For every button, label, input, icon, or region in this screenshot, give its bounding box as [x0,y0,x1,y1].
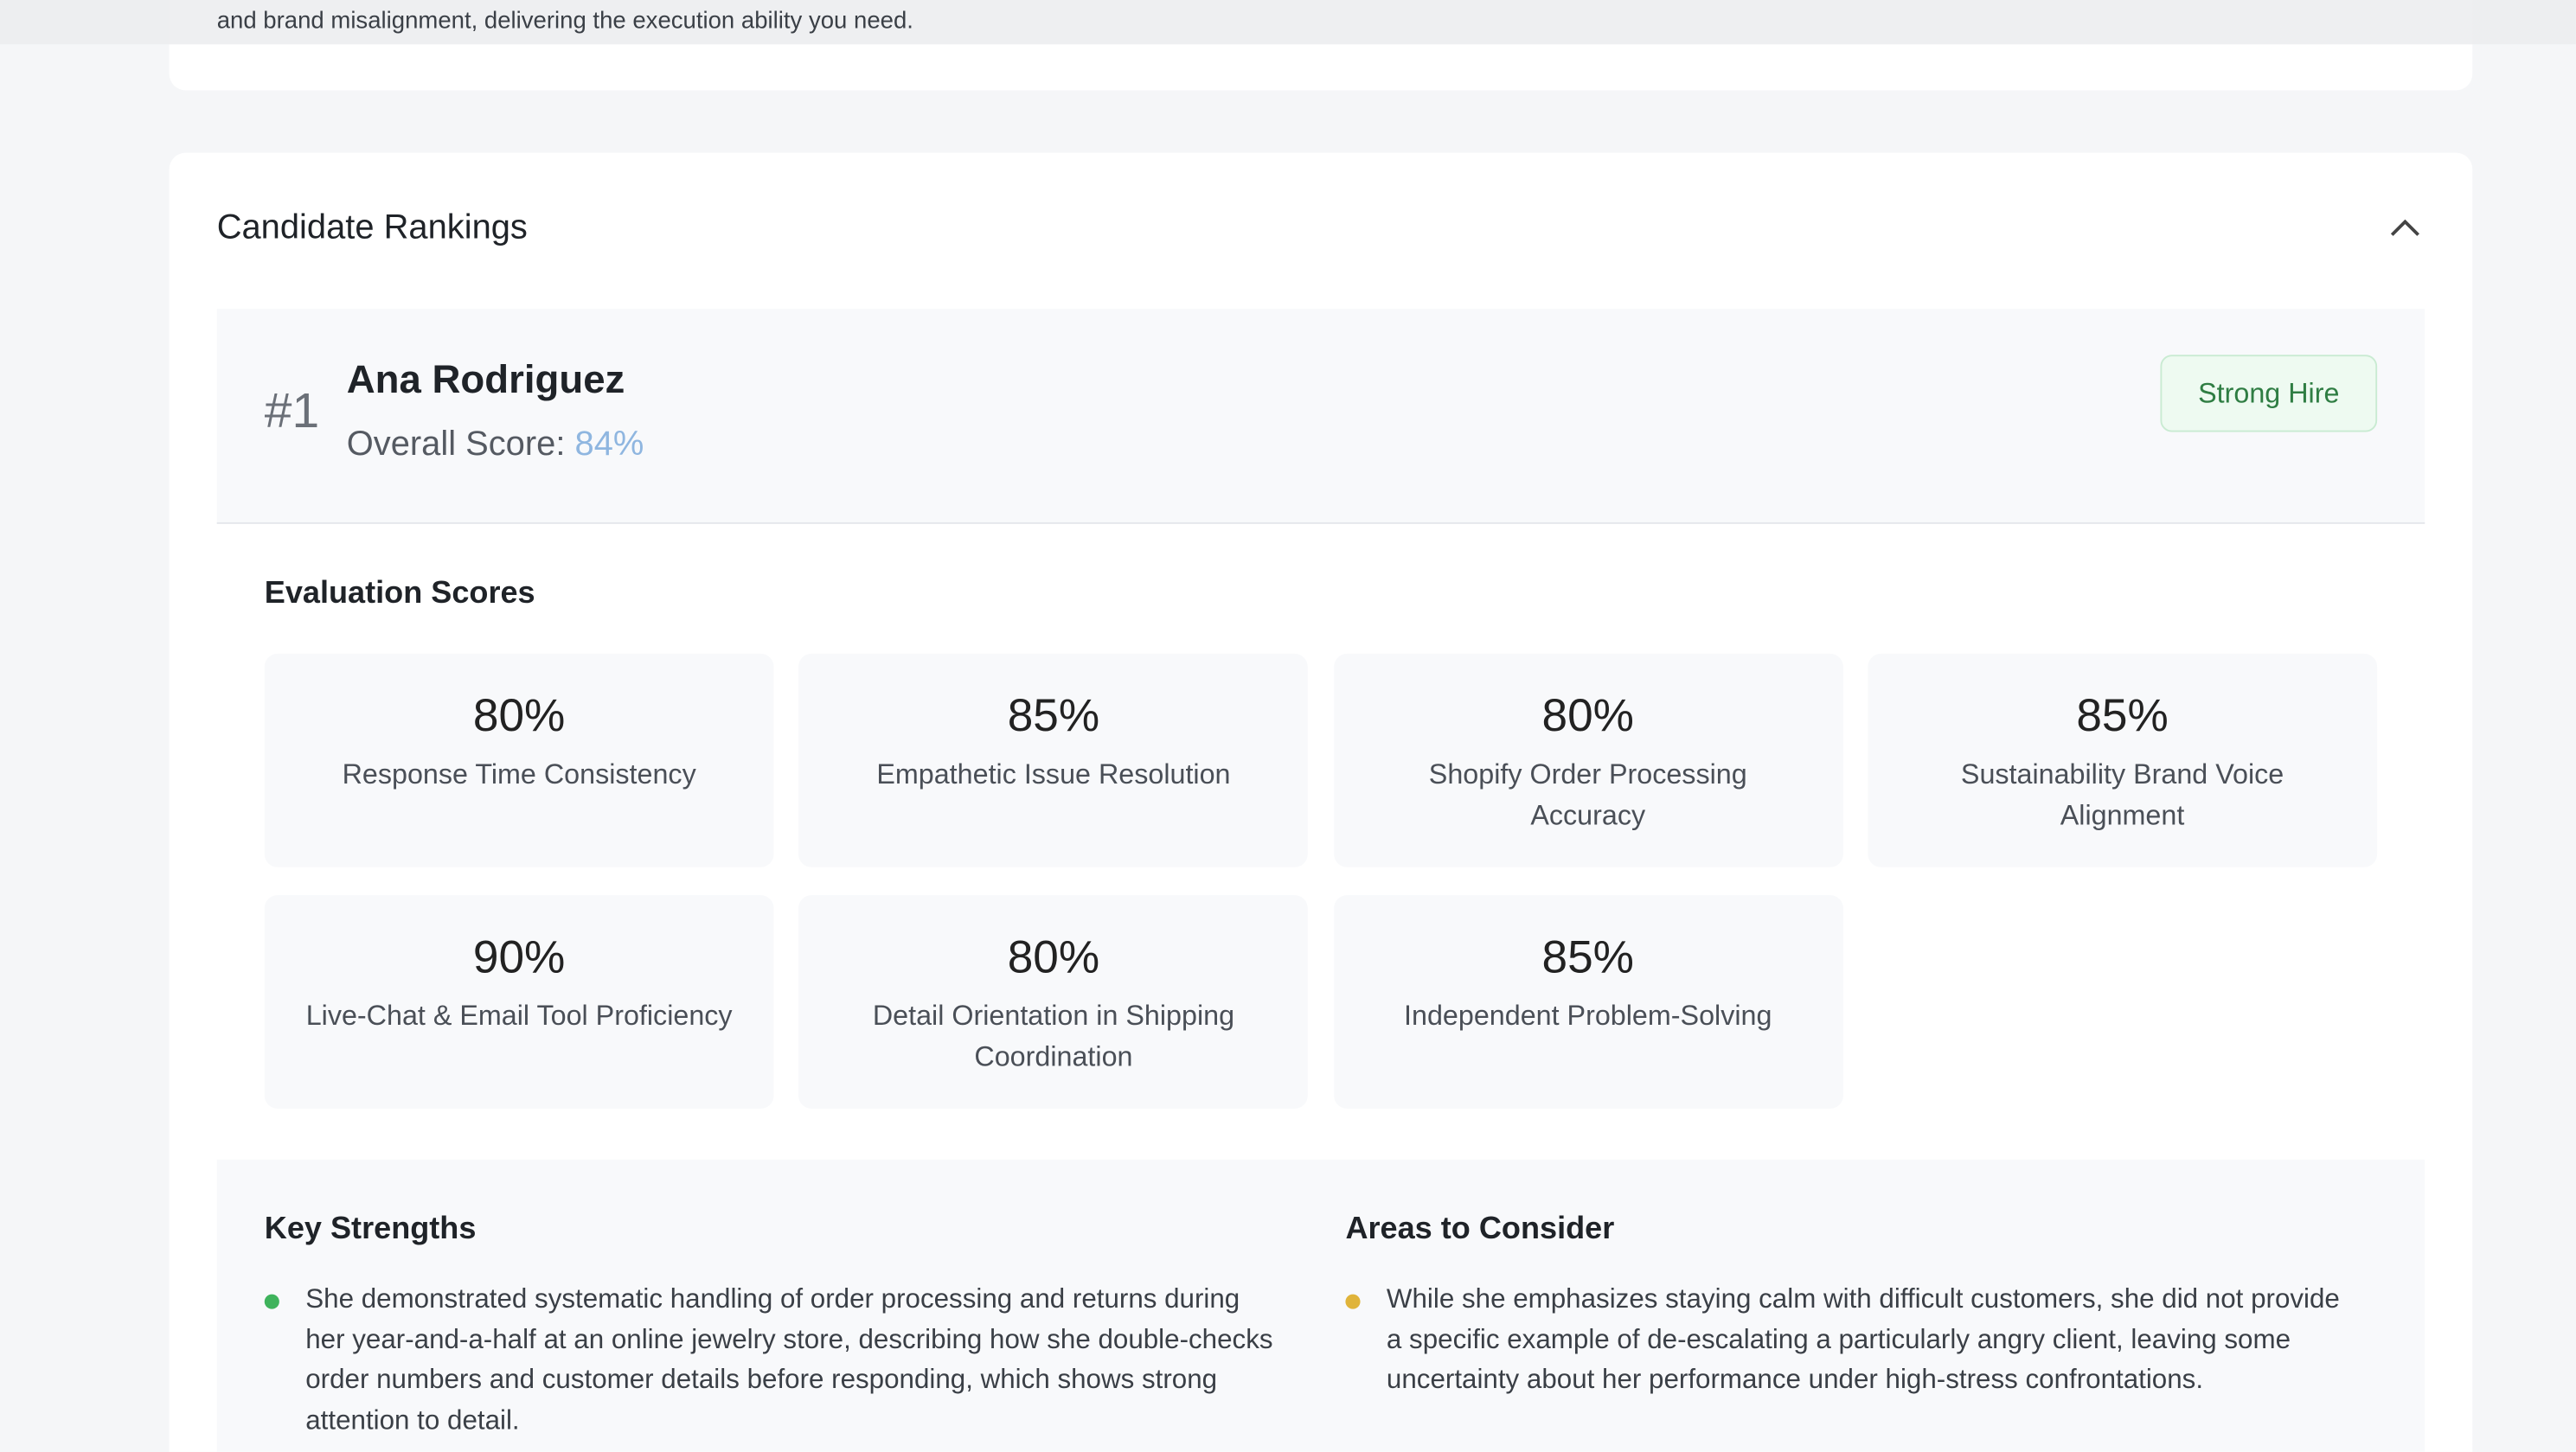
title-bar [0,0,2576,45]
score-label: Independent Problem-Solving [1404,1000,1772,1032]
score-value: 90% [472,931,566,982]
score-card: 85% Sustainability Brand Voice Alignment [1868,653,2377,867]
score-value: 85% [2076,689,2169,741]
bullet-text: She demonstrated systematic handling of … [305,1284,1273,1435]
score-value: 85% [1007,689,1100,741]
candidate-header [216,309,2425,524]
strengths-title: Key Strengths [264,1212,477,1247]
score-label: Sustainability Brand Voice Alignment [1960,758,2284,831]
insights-panel [216,1159,2425,1452]
evaluation-title: Evaluation Scores [264,576,535,611]
score-card: 85% Independent Problem-Solving [1333,895,1843,1109]
score-label: Detail Orientation in Shipping Coordinat… [872,1000,1235,1072]
score-value: 84% [574,425,644,464]
overall-score: Overall Score: 84% [347,425,644,465]
bullet-item: She demonstrated systematic handling of … [264,1279,1284,1440]
summary-text: and brand misalignment, delivering the e… [216,8,913,35]
score-label: Empathetic Issue Resolution [876,758,1231,790]
score-label: Live-Chat & Email Tool Proficiency [305,1000,733,1032]
collapse-button[interactable] [2388,217,2421,240]
score-card: 85% Empathetic Issue Resolution [798,653,1309,867]
score-card: 90% Live-Chat & Email Tool Proficiency [264,895,774,1109]
areas-list: While she emphasizes staying calm with d… [1345,1279,2348,1400]
bullet-dot [264,1294,279,1309]
score-label: Response Time Consistency [342,758,696,790]
bullet-dot [1345,1294,1361,1309]
section-title: Candidate Rankings [216,208,528,246]
strengths-list: She demonstrated systematic handling of … [264,1279,1284,1440]
bullet-item: While she emphasizes staying calm with d… [1345,1279,2348,1400]
score-value: 80% [1007,931,1100,982]
score-value: 85% [1541,931,1634,982]
score-card: 80% Shopify Order Processing Accuracy [1333,653,1843,867]
bullet-text: While she emphasizes staying calm with d… [1386,1284,2340,1395]
areas-title: Areas to Consider [1345,1212,1615,1247]
score-label: Shopify Order Processing Accuracy [1428,758,1747,831]
hire-badge: Strong Hire [2160,355,2378,432]
score-card: 80% Response Time Consistency [264,653,774,867]
score-label: Overall Score: [346,425,566,464]
score-value: 80% [472,689,566,741]
candidate-name: Ana Rodriguez [346,358,625,403]
score-value: 80% [1541,689,1634,741]
score-card: 80% Detail Orientation in Shipping Coordi… [798,895,1309,1109]
rank: #1 [264,384,320,439]
